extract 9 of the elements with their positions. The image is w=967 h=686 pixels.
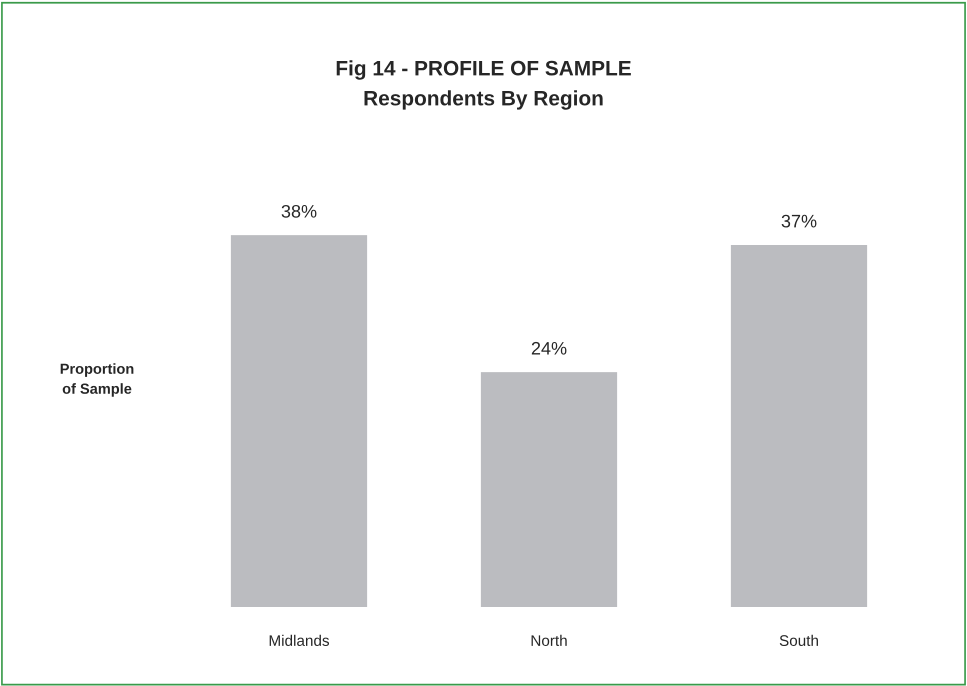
x-tick-label: South — [780, 634, 818, 646]
chart-subtitle: Respondents By Region — [364, 90, 603, 110]
y-axis-title: Proportion of Sample — [60, 363, 134, 397]
data-label: 38% — [282, 204, 316, 218]
data-label: 24% — [532, 342, 566, 355]
x-tick-label: North — [532, 634, 567, 646]
x-tick-label: Midlands — [270, 634, 330, 646]
chart-title: Fig 14 - PROFILE OF SAMPLE — [336, 60, 631, 80]
data-label: 37% — [782, 214, 816, 228]
